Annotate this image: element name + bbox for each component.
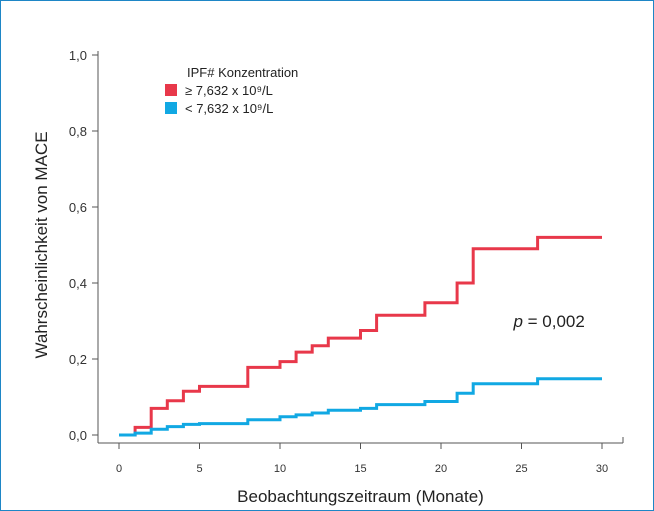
y-tick-label: 0,6 bbox=[69, 200, 87, 215]
p-value-text: = 0,002 bbox=[523, 312, 585, 331]
x-tick-label: 0 bbox=[116, 463, 122, 475]
legend-swatch-high bbox=[165, 84, 177, 96]
legend: IPF# Konzentration ≥ 7,632 x 10⁹/L < 7,6… bbox=[165, 65, 298, 116]
y-tick-label: 0,8 bbox=[69, 124, 87, 139]
x-axis-title: Beobachtungszeitraum (Monate) bbox=[237, 487, 484, 506]
y-tick-label: 1,0 bbox=[69, 48, 87, 63]
series-layer bbox=[119, 235, 602, 437]
p-value-annotation: p = 0,002 bbox=[512, 312, 584, 331]
x-tick-label: 20 bbox=[435, 463, 447, 475]
y-tick-label: 0,4 bbox=[69, 276, 87, 291]
x-tick-label: 5 bbox=[196, 463, 202, 475]
legend-swatch-low bbox=[165, 102, 177, 114]
annotation-layer: p = 0,002 bbox=[512, 312, 584, 331]
legend-label-low: < 7,632 x 10⁹/L bbox=[185, 101, 273, 116]
series-line-high bbox=[119, 235, 602, 437]
x-tick-label: 30 bbox=[596, 463, 608, 475]
x-tick-label: 10 bbox=[274, 463, 286, 475]
y-tick-label: 0,2 bbox=[69, 352, 87, 367]
y-axis-title: Wahrscheinlichkeit von MACE bbox=[32, 131, 51, 358]
x-tick-label: 15 bbox=[354, 463, 366, 475]
legend-label-high: ≥ 7,632 x 10⁹/L bbox=[185, 83, 273, 98]
p-value-symbol: p bbox=[512, 312, 522, 331]
y-tick-label: 0,0 bbox=[69, 428, 87, 443]
series-line-low bbox=[119, 377, 602, 437]
axes: 0,0 0,2 0,4 0,6 0,8 1,0 0 5 10 15 20 25 30 bbox=[69, 48, 624, 475]
legend-title: IPF# Konzentration bbox=[187, 65, 298, 80]
x-tick-label: 25 bbox=[515, 463, 527, 475]
